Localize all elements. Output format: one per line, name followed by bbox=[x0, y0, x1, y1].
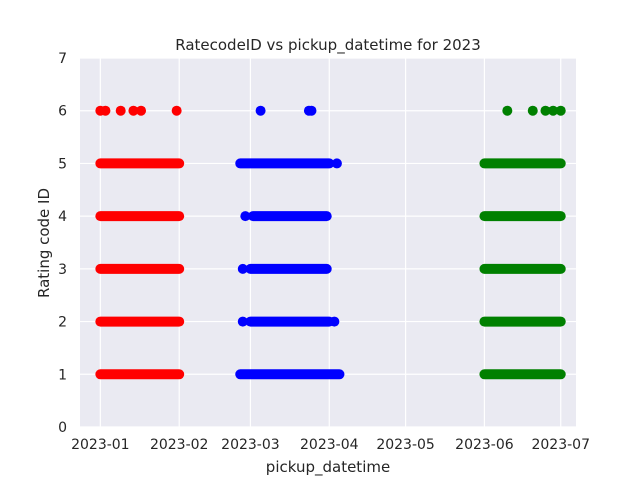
y-tick-label: 2 bbox=[58, 315, 67, 331]
plot-background bbox=[80, 58, 576, 427]
x-tick-label: 2023-06 bbox=[455, 437, 514, 453]
data-point bbox=[329, 316, 340, 327]
x-tick-label: 2023-01 bbox=[71, 437, 130, 453]
data-point bbox=[502, 105, 513, 116]
data-point bbox=[171, 105, 182, 116]
x-axis-label: pickup_datetime bbox=[266, 458, 390, 477]
data-point bbox=[128, 105, 139, 116]
data-point bbox=[548, 105, 559, 116]
y-tick-labels: 0 1 2 3 4 5 6 7 bbox=[58, 51, 67, 436]
data-point bbox=[540, 105, 551, 116]
data-point bbox=[100, 105, 111, 116]
data-point bbox=[555, 105, 566, 116]
x-tick-label: 2023-04 bbox=[300, 437, 359, 453]
data-point bbox=[136, 105, 147, 116]
data-point bbox=[115, 105, 126, 116]
data-point bbox=[237, 316, 248, 327]
data-points bbox=[95, 105, 566, 327]
y-tick-label: 7 bbox=[58, 51, 67, 67]
x-tick-label: 2023-03 bbox=[221, 437, 280, 453]
data-point bbox=[255, 105, 266, 116]
x-tick-label: 2023-02 bbox=[150, 437, 209, 453]
x-tick-labels: 2023-01 2023-02 2023-03 2023-04 2023-05 2023-… bbox=[71, 437, 590, 453]
x-tick-label: 2023-05 bbox=[376, 437, 435, 453]
data-point bbox=[331, 158, 342, 169]
data-point bbox=[306, 105, 317, 116]
data-point bbox=[237, 263, 248, 274]
y-tick-label: 6 bbox=[58, 104, 67, 120]
y-tick-label: 5 bbox=[58, 156, 67, 172]
data-point bbox=[240, 211, 251, 222]
y-tick-label: 4 bbox=[58, 209, 67, 225]
y-tick-label: 3 bbox=[58, 262, 67, 278]
y-tick-label: 1 bbox=[58, 367, 67, 383]
y-axis-label: Rating code ID bbox=[35, 188, 53, 298]
chart-title: RatecodeID vs pickup_datetime for 2023 bbox=[175, 36, 481, 55]
data-bands bbox=[95, 158, 566, 380]
y-tick-label: 0 bbox=[58, 420, 67, 436]
data-point bbox=[527, 105, 538, 116]
x-tick-label: 2023-07 bbox=[531, 437, 590, 453]
